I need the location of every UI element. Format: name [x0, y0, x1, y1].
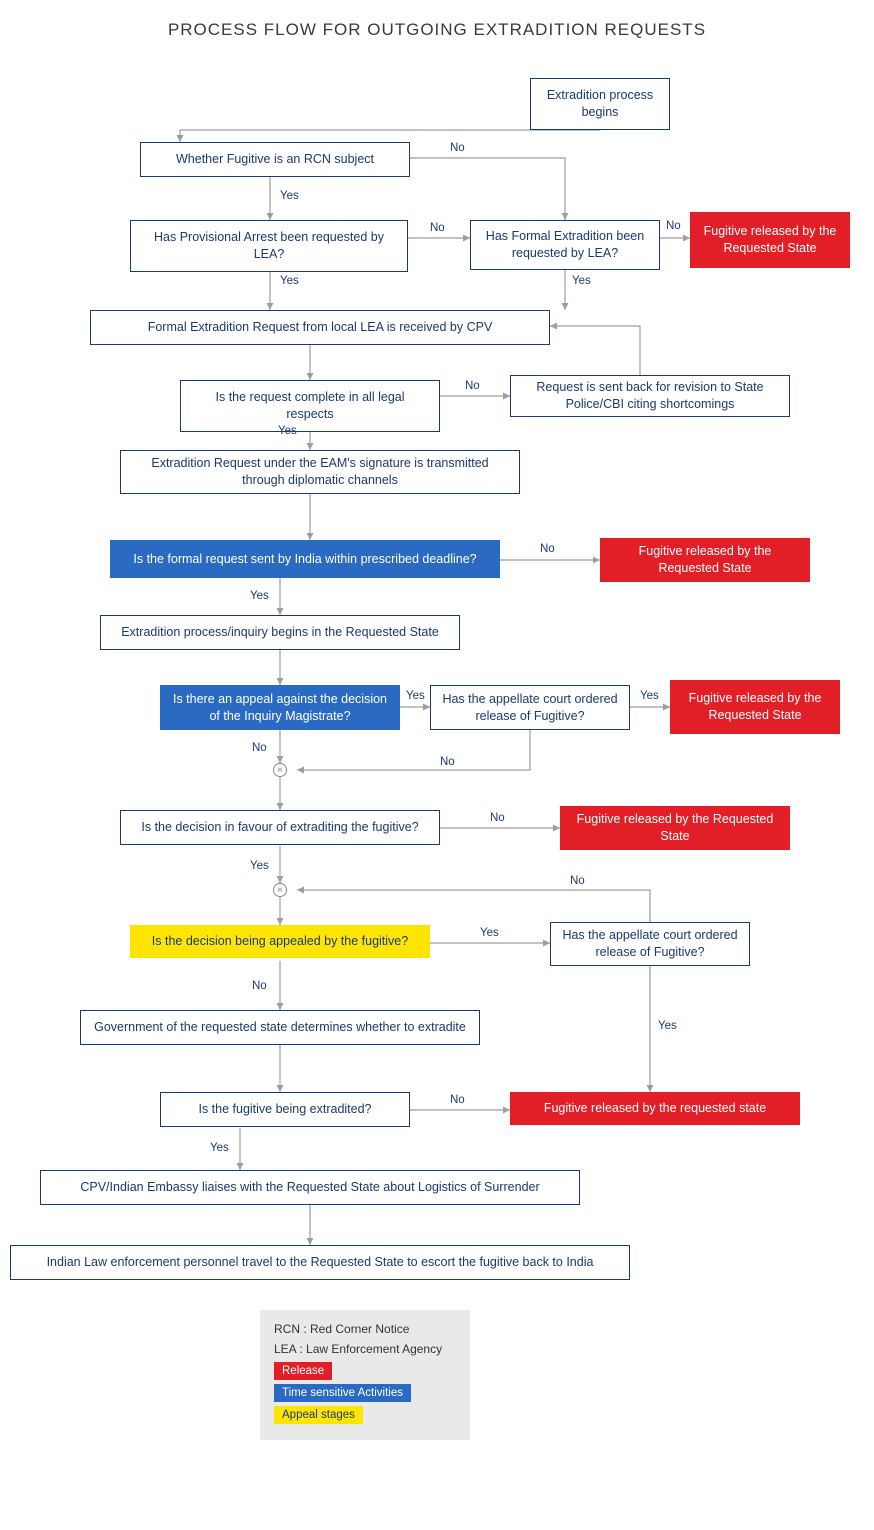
- lbl-extradited-yes: Yes: [210, 1142, 229, 1154]
- node-appellate-1: Has the appellate court ordered release …: [430, 685, 630, 730]
- node-escort: Indian Law enforcement personnel travel …: [10, 1245, 630, 1280]
- lbl-appellate2-no: No: [570, 875, 585, 887]
- lbl-appellate2-yes: Yes: [658, 1020, 677, 1032]
- lbl-appealed-no: No: [252, 980, 267, 992]
- node-inquiry: Extradition process/inquiry begins in th…: [100, 615, 460, 650]
- legend-appeal: Appeal stages: [274, 1406, 363, 1424]
- node-formal-ext: Has Formal Extradition been requested by…: [470, 220, 660, 270]
- node-released-2: Fugitive released by the Requested State: [600, 538, 810, 582]
- node-released-4: Fugitive released by the Requested State: [560, 806, 790, 850]
- junction-1: ×: [273, 763, 287, 777]
- lbl-rcn-no: No: [450, 142, 465, 154]
- lbl-prov-no: No: [430, 222, 445, 234]
- lbl-appellate1-yes: Yes: [640, 690, 659, 702]
- arrows-layer: [10, 70, 864, 1420]
- legend-release: Release: [274, 1362, 332, 1380]
- node-start: Extradition process begins: [530, 78, 670, 130]
- lbl-appeal-yes: Yes: [406, 690, 425, 702]
- node-appealed-fugitive: Is the decision being appealed by the fu…: [130, 925, 430, 958]
- node-prov-arrest: Has Provisional Arrest been requested by…: [130, 220, 408, 272]
- lbl-appealed-yes: Yes: [480, 927, 499, 939]
- lbl-favour-yes: Yes: [250, 860, 269, 872]
- legend: RCN : Red Corner Notice LEA : Law Enforc…: [260, 1310, 470, 1440]
- node-govt: Government of the requested state determ…: [80, 1010, 480, 1045]
- node-extradited: Is the fugitive being extradited?: [160, 1092, 410, 1127]
- node-eam: Extradition Request under the EAM's sign…: [120, 450, 520, 494]
- junction-2: ×: [273, 883, 287, 897]
- node-complete: Is the request complete in all legal res…: [180, 380, 440, 432]
- node-favour: Is the decision in favour of extraditing…: [120, 810, 440, 845]
- lbl-appellate1-no: No: [440, 756, 455, 768]
- flowchart-canvas: Extradition process begins Whether Fugit…: [10, 70, 864, 1420]
- page-title: PROCESS FLOW FOR OUTGOING EXTRADITION RE…: [10, 20, 864, 40]
- lbl-favour-no: No: [490, 812, 505, 824]
- lbl-appeal-no: No: [252, 742, 267, 754]
- node-released-5: Fugitive released by the requested state: [510, 1092, 800, 1125]
- lbl-extradited-no: No: [450, 1094, 465, 1106]
- node-released-3: Fugitive released by the Requested State: [670, 680, 840, 734]
- node-released-1: Fugitive released by the Requested State: [690, 212, 850, 268]
- node-sent-back: Request is sent back for revision to Sta…: [510, 375, 790, 417]
- node-rcn: Whether Fugitive is an RCN subject: [140, 142, 410, 177]
- legend-lea: LEA : Law Enforcement Agency: [274, 1342, 456, 1356]
- node-cpv: Formal Extradition Request from local LE…: [90, 310, 550, 345]
- legend-time: Time sensitive Activities: [274, 1384, 411, 1402]
- lbl-deadline-no: No: [540, 543, 555, 555]
- node-appellate-2: Has the appellate court ordered release …: [550, 922, 750, 966]
- lbl-prov-yes: Yes: [280, 275, 299, 287]
- lbl-formal-yes: Yes: [572, 275, 591, 287]
- node-appeal-magistrate: Is there an appeal against the decision …: [160, 685, 400, 730]
- lbl-rcn-yes: Yes: [280, 190, 299, 202]
- lbl-formal-no: No: [666, 220, 681, 232]
- node-liaise: CPV/Indian Embassy liaises with the Requ…: [40, 1170, 580, 1205]
- lbl-deadline-yes: Yes: [250, 590, 269, 602]
- legend-rcn: RCN : Red Corner Notice: [274, 1322, 456, 1336]
- lbl-complete-yes: Yes: [278, 425, 297, 437]
- node-deadline: Is the formal request sent by India with…: [110, 540, 500, 578]
- lbl-complete-no: No: [465, 380, 480, 392]
